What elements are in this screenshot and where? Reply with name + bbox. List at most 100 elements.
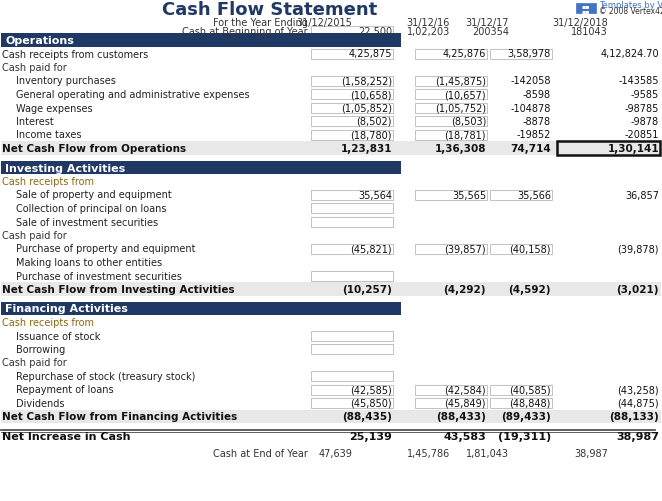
Text: Cash receipts from customers: Cash receipts from customers	[2, 50, 148, 60]
Text: (45,821): (45,821)	[350, 244, 392, 254]
Text: Making loans to other entities: Making loans to other entities	[16, 258, 162, 268]
Text: Repurchase of stock (treasury stock): Repurchase of stock (treasury stock)	[16, 371, 195, 381]
Bar	[415, 190, 487, 200]
Text: General operating and administrative expenses: General operating and administrative exp…	[16, 90, 250, 100]
Text: Wage expenses: Wage expenses	[16, 103, 93, 113]
Text: (1,45,875): (1,45,875)	[435, 76, 486, 86]
Text: 35,564: 35,564	[358, 190, 392, 200]
Bar	[415, 90, 487, 100]
Bar	[311, 385, 393, 395]
Text: 181043: 181043	[571, 27, 608, 37]
Text: (48,848): (48,848)	[510, 398, 551, 408]
Bar	[311, 90, 393, 100]
Text: (18,781): (18,781)	[444, 130, 486, 140]
Text: (44,875): (44,875)	[618, 398, 659, 408]
Bar	[311, 27, 393, 37]
Text: 200354: 200354	[472, 27, 509, 37]
Text: (39,878): (39,878)	[618, 244, 659, 254]
Text: 1,36,308: 1,36,308	[434, 144, 486, 154]
Bar	[311, 117, 393, 127]
Bar	[311, 50, 393, 60]
Text: Dividends: Dividends	[16, 398, 64, 408]
Bar	[1, 302, 401, 316]
Bar	[576, 4, 596, 14]
Bar	[490, 244, 552, 254]
Text: Net Cash Flow from Investing Activities: Net Cash Flow from Investing Activities	[2, 285, 234, 295]
Text: 31/12/2018: 31/12/2018	[552, 18, 608, 28]
Text: Net Cash Flow from Financing Activities: Net Cash Flow from Financing Activities	[2, 412, 237, 422]
Bar	[311, 371, 393, 381]
Text: Templates by V: Templates by V	[599, 1, 662, 10]
Text: 74,714: 74,714	[510, 144, 551, 154]
Text: 31/12/16: 31/12/16	[406, 18, 450, 28]
Bar	[415, 244, 487, 254]
Text: (1,05,852): (1,05,852)	[341, 103, 392, 113]
Text: (4,592): (4,592)	[508, 285, 551, 295]
Text: Cash paid for: Cash paid for	[2, 230, 67, 240]
Text: Cash receipts from: Cash receipts from	[2, 317, 94, 327]
Bar	[1, 283, 661, 296]
Text: Borrowing: Borrowing	[16, 344, 66, 354]
Text: (39,857): (39,857)	[444, 244, 486, 254]
Text: Purchase of investment securities: Purchase of investment securities	[16, 271, 182, 281]
Text: 36,857: 36,857	[625, 190, 659, 200]
Bar	[557, 142, 660, 156]
Text: (18,780): (18,780)	[350, 130, 392, 140]
Text: -8878: -8878	[523, 117, 551, 127]
Text: 22,500: 22,500	[358, 27, 392, 37]
Text: 1,23,831: 1,23,831	[340, 144, 392, 154]
Text: (45,849): (45,849)	[444, 398, 486, 408]
Text: 38,987: 38,987	[616, 431, 659, 441]
Text: (8,503): (8,503)	[451, 117, 486, 127]
Text: (4,292): (4,292)	[444, 285, 486, 295]
Text: 38,987: 38,987	[574, 448, 608, 458]
Text: Cash receipts from: Cash receipts from	[2, 177, 94, 187]
Text: Financing Activities: Financing Activities	[5, 304, 128, 314]
Text: Cash paid for: Cash paid for	[2, 358, 67, 368]
Bar	[1, 142, 661, 155]
Text: Sale of property and equipment: Sale of property and equipment	[16, 190, 171, 200]
Text: (42,584): (42,584)	[444, 385, 486, 395]
Text: 1,81,043: 1,81,043	[466, 448, 509, 458]
Text: (3,021): (3,021)	[616, 285, 659, 295]
Text: Cash at Beginning of Year: Cash at Beginning of Year	[182, 27, 308, 37]
Text: -9878: -9878	[631, 117, 659, 127]
Text: (8,502): (8,502)	[357, 117, 392, 127]
Bar	[415, 130, 487, 140]
Text: Cash Flow Statement: Cash Flow Statement	[162, 1, 377, 19]
Text: 4,25,875: 4,25,875	[348, 50, 392, 60]
Text: Repayment of loans: Repayment of loans	[16, 385, 114, 395]
Bar	[415, 50, 487, 60]
Text: (10,257): (10,257)	[342, 285, 392, 295]
Text: 35,565: 35,565	[452, 190, 486, 200]
Text: (10,658): (10,658)	[350, 90, 392, 100]
Text: ▪▪
▪▪: ▪▪ ▪▪	[582, 5, 591, 14]
Text: Investing Activities: Investing Activities	[5, 163, 125, 173]
Bar	[311, 271, 393, 281]
Text: 4,25,876: 4,25,876	[443, 50, 486, 60]
Text: 25,139: 25,139	[349, 431, 392, 441]
Text: (89,433): (89,433)	[501, 412, 551, 422]
Text: -9585: -9585	[631, 90, 659, 100]
Bar	[311, 344, 393, 354]
Text: 47,639: 47,639	[318, 448, 352, 458]
Text: -20851: -20851	[625, 130, 659, 140]
Bar	[311, 331, 393, 341]
Text: (88,435): (88,435)	[342, 412, 392, 422]
Text: -143585: -143585	[618, 76, 659, 86]
Text: 31/12/2015: 31/12/2015	[296, 18, 352, 28]
Text: Sale of investment securities: Sale of investment securities	[16, 217, 158, 227]
Text: Interest: Interest	[16, 117, 54, 127]
Bar	[1, 410, 661, 423]
Text: 3,58,978: 3,58,978	[508, 50, 551, 60]
Bar	[415, 385, 487, 395]
Text: 1,02,203: 1,02,203	[406, 27, 450, 37]
Text: Collection of principal on loans: Collection of principal on loans	[16, 203, 167, 213]
Bar	[415, 76, 487, 86]
Bar	[1, 34, 401, 48]
Text: © 2008 Vertex42 L: © 2008 Vertex42 L	[599, 8, 662, 17]
Text: (1,58,252): (1,58,252)	[341, 76, 392, 86]
Text: Income taxes: Income taxes	[16, 130, 81, 140]
Text: For the Year Ending: For the Year Ending	[213, 18, 308, 28]
Bar	[311, 130, 393, 140]
